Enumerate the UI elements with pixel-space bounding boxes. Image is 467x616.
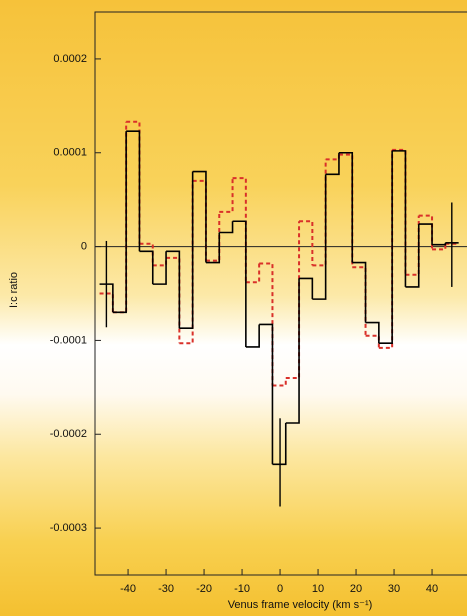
step-segment bbox=[166, 251, 179, 328]
step-segment bbox=[233, 178, 246, 282]
step-segment bbox=[153, 258, 166, 266]
step-segment bbox=[219, 178, 232, 212]
step-segment bbox=[379, 150, 392, 348]
step-segment bbox=[206, 212, 219, 261]
step-segment bbox=[326, 153, 339, 175]
step-segment bbox=[432, 243, 445, 245]
step-segment bbox=[405, 216, 418, 275]
x-tick-label: 20 bbox=[350, 583, 362, 595]
x-axis-label: Venus frame velocity (km s⁻¹) bbox=[228, 599, 373, 611]
step-segment bbox=[405, 224, 418, 287]
step-segment bbox=[352, 263, 365, 323]
y-tick-label: -0.0003 bbox=[50, 522, 87, 534]
step-segment bbox=[392, 151, 405, 287]
step-segment bbox=[419, 216, 432, 250]
y-tick-label: -0.0002 bbox=[50, 428, 87, 440]
step-segment bbox=[113, 131, 126, 312]
step-segment bbox=[339, 153, 352, 263]
step-segment bbox=[286, 278, 299, 423]
step-segment bbox=[272, 423, 285, 464]
step-segment bbox=[312, 159, 325, 265]
step-segment bbox=[113, 122, 126, 312]
y-tick-label: 0 bbox=[81, 240, 87, 252]
step-segment bbox=[126, 131, 139, 251]
x-tick-label: 10 bbox=[312, 583, 324, 595]
step-segment bbox=[366, 336, 379, 348]
step-segment bbox=[193, 172, 206, 263]
x-tick-label: -10 bbox=[234, 583, 250, 595]
step-segment bbox=[419, 224, 432, 245]
step-segment bbox=[259, 324, 272, 464]
step-segment bbox=[179, 181, 192, 343]
x-tick-label: -20 bbox=[196, 583, 212, 595]
step-segment bbox=[206, 233, 219, 263]
y-tick-label: -0.0001 bbox=[50, 334, 87, 346]
step-segment bbox=[299, 278, 312, 299]
x-tick-label: 40 bbox=[426, 583, 438, 595]
step-segment bbox=[126, 122, 139, 244]
x-tick-label: -30 bbox=[158, 583, 174, 595]
step-segment bbox=[326, 155, 339, 160]
step-segment bbox=[193, 181, 206, 261]
step-segment bbox=[392, 150, 405, 275]
y-tick-label: 0.0001 bbox=[53, 147, 87, 159]
step-segment bbox=[153, 251, 166, 284]
x-tick-label: 30 bbox=[388, 583, 400, 595]
step-segment bbox=[299, 221, 312, 265]
y-axis-label: I:c ratio bbox=[8, 272, 20, 308]
step-segment bbox=[179, 172, 192, 329]
step-segment bbox=[286, 221, 299, 378]
page: {"chart_data": {"type": "histogram", "xl… bbox=[0, 0, 467, 616]
step-segment bbox=[246, 263, 259, 282]
step-segment bbox=[246, 324, 259, 347]
y-tick-label: 0.0002 bbox=[53, 53, 87, 65]
step-segment bbox=[272, 378, 285, 386]
step-segment bbox=[166, 258, 179, 343]
step-segment bbox=[139, 251, 152, 284]
step-segment bbox=[366, 323, 379, 344]
step-segment bbox=[233, 221, 246, 347]
chart: Venus frame velocity (km s⁻¹) I:c ratio … bbox=[0, 0, 467, 616]
step-segment bbox=[312, 174, 325, 299]
x-tick-label: 0 bbox=[277, 583, 283, 595]
step-segment bbox=[339, 155, 352, 268]
x-tick-label: -40 bbox=[120, 583, 136, 595]
plot-frame bbox=[95, 12, 467, 575]
step-segment bbox=[352, 267, 365, 335]
step-segment bbox=[219, 221, 232, 232]
